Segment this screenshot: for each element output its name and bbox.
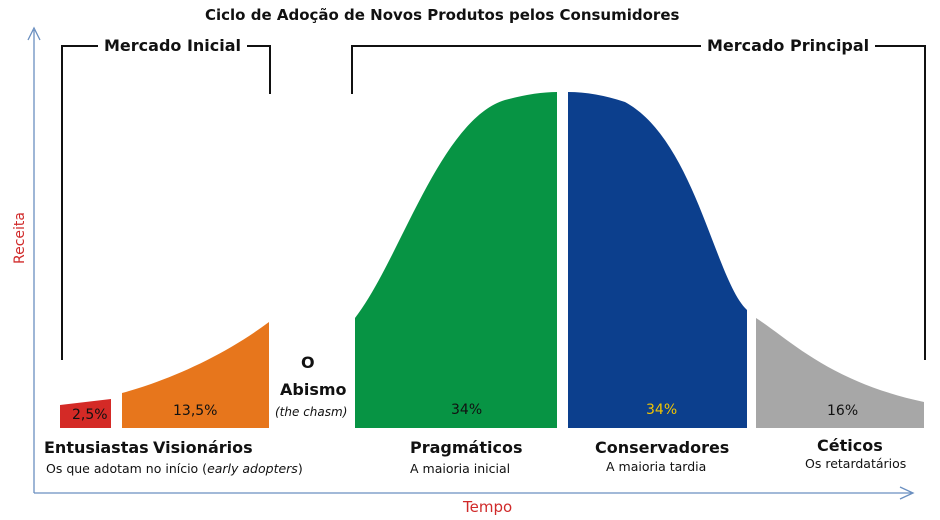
conservatives-percent: 34% xyxy=(646,402,678,418)
chasm-label-line1: O xyxy=(301,353,315,372)
y-axis-label: Receita xyxy=(11,212,28,264)
enthusiasts-segment xyxy=(60,399,111,428)
early-adopters-note: Os que adotam no início (early adopters) xyxy=(46,461,303,476)
main-market-bracket xyxy=(351,45,926,360)
skeptics-subtitle: Os retardatários xyxy=(805,456,907,471)
conservatives-segment xyxy=(568,92,747,428)
pragmatists-segment xyxy=(355,92,557,428)
x-axis-label: Tempo xyxy=(463,498,513,516)
y-axis-arrow xyxy=(27,26,41,41)
conservatives-label: Conservadores xyxy=(595,438,730,457)
visionaries-label: Visionários xyxy=(153,438,253,457)
visionaries-percent: 13,5% xyxy=(173,403,218,419)
pragmatists-percent: 34% xyxy=(451,402,483,418)
pragmatists-label: Pragmáticos xyxy=(410,438,523,457)
visionaries-segment xyxy=(122,322,269,428)
initial-market-label: Mercado Inicial xyxy=(98,36,248,55)
x-axis-arrow xyxy=(899,486,915,500)
initial-market-bracket xyxy=(61,45,271,360)
chasm-sublabel: (the chasm) xyxy=(275,405,348,419)
main-market-label: Mercado Principal xyxy=(701,36,876,55)
conservatives-subtitle: A maioria tardia xyxy=(606,459,707,474)
pragmatists-subtitle: A maioria inicial xyxy=(410,461,511,476)
enthusiasts-percent: 2,5% xyxy=(72,407,108,423)
enthusiasts-label: Entusiastas xyxy=(44,438,149,457)
chasm-label-line2: Abismo xyxy=(280,380,347,399)
skeptics-segment xyxy=(756,318,924,428)
skeptics-label: Céticos xyxy=(817,436,883,455)
diagram-title: Ciclo de Adoção de Novos Produtos pelos … xyxy=(205,6,680,24)
skeptics-percent: 16% xyxy=(827,403,859,419)
